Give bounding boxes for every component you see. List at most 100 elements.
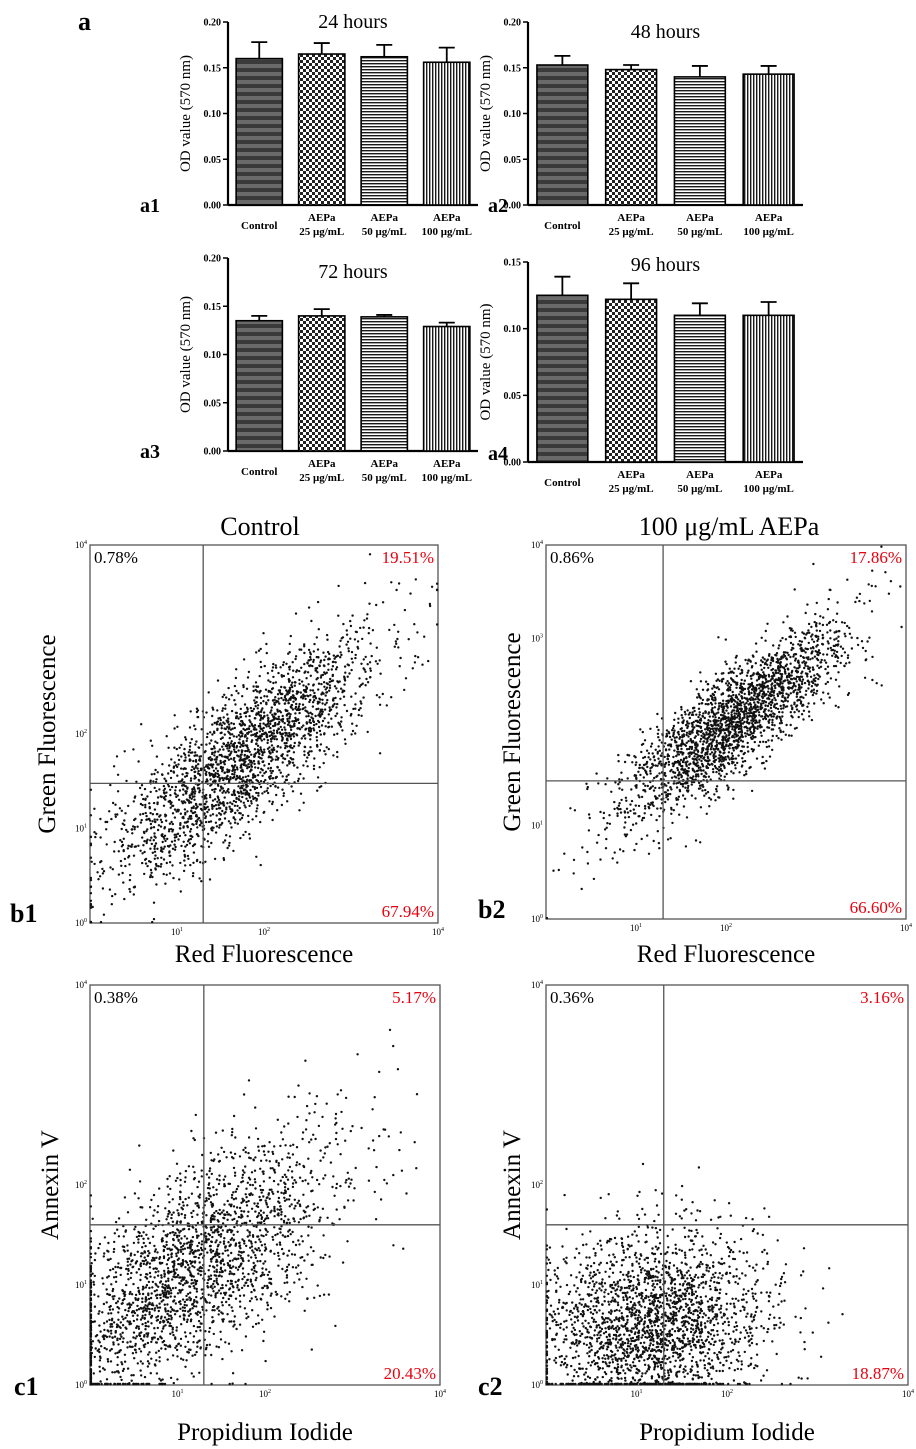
data-point: [676, 747, 680, 751]
data-point: [289, 746, 292, 749]
data-point: [101, 887, 105, 890]
data-point: [309, 689, 312, 692]
data-point: [294, 612, 298, 615]
data-point: [249, 768, 253, 771]
data-point: [196, 826, 199, 829]
data-point: [792, 647, 795, 650]
data-point: [300, 680, 304, 683]
x-category-label: 25 μg/mL: [299, 472, 344, 484]
data-point: [363, 619, 366, 622]
data-point: [227, 698, 231, 701]
data-point: [194, 770, 197, 773]
data-point: [802, 656, 805, 659]
data-point: [680, 708, 683, 711]
data-point: [290, 683, 293, 687]
data-point: [242, 740, 245, 743]
data-point: [328, 689, 331, 692]
data-point: [211, 706, 214, 709]
data-point: [776, 661, 780, 664]
data-point: [233, 821, 237, 824]
data-point: [255, 855, 258, 858]
data-point: [129, 873, 132, 877]
data-point: [306, 661, 309, 664]
data-point: [228, 841, 231, 845]
data-point: [795, 708, 799, 711]
chart-title: Control: [220, 512, 299, 541]
data-point: [277, 697, 280, 700]
data-point: [586, 862, 590, 865]
data-point: [733, 712, 736, 715]
data-point: [223, 693, 226, 696]
data-point: [699, 697, 702, 700]
data-point: [837, 640, 840, 643]
data-point: [143, 858, 147, 861]
data-point: [677, 717, 680, 720]
data-point: [189, 710, 192, 713]
data-point: [302, 689, 306, 692]
data-point: [259, 771, 262, 774]
data-point: [812, 562, 815, 566]
data-point: [333, 657, 336, 660]
data-point: [211, 747, 214, 751]
data-point: [199, 819, 202, 822]
data-point: [274, 696, 277, 699]
data-point: [200, 728, 203, 731]
data-point: [780, 738, 783, 741]
data-point: [738, 713, 742, 716]
data-point: [293, 720, 296, 723]
data-point: [664, 800, 667, 804]
data-point: [706, 689, 709, 692]
data-point: [666, 838, 670, 841]
data-point: [618, 787, 621, 790]
data-point: [776, 657, 779, 661]
data-point: [856, 643, 860, 647]
data-point: [775, 652, 779, 655]
data-point: [178, 878, 181, 881]
data-point: [243, 703, 247, 706]
data-point: [265, 695, 269, 698]
data-point: [254, 717, 257, 720]
data-point: [189, 777, 193, 780]
data-point: [761, 696, 765, 700]
data-point: [650, 742, 654, 745]
data-point: [219, 813, 222, 816]
data-point: [285, 775, 288, 778]
data-point: [216, 800, 219, 803]
data-point: [186, 826, 189, 829]
data-point: [647, 805, 650, 809]
data-point: [247, 731, 251, 734]
data-point: [222, 748, 225, 751]
data-point: [414, 654, 417, 658]
x-category-label: 100 μg/mL: [421, 226, 472, 238]
data-point: [151, 744, 154, 747]
data-point: [734, 757, 738, 760]
data-point: [713, 685, 716, 689]
data-point: [194, 743, 197, 746]
data-point: [164, 839, 167, 843]
data-point: [117, 850, 121, 853]
data-point: [241, 1176, 244, 1179]
data-point: [638, 763, 641, 767]
data-point: [375, 646, 378, 649]
data-point: [239, 800, 243, 803]
data-point: [757, 711, 761, 714]
data-point: [760, 704, 763, 707]
data-point: [89, 892, 93, 895]
data-point: [269, 680, 272, 684]
data-point: [734, 764, 737, 767]
data-point: [221, 707, 225, 710]
data-point: [747, 693, 751, 696]
data-point: [268, 730, 271, 734]
data-point: [110, 903, 114, 906]
data-point: [685, 748, 689, 751]
data-point: [741, 718, 744, 722]
data-point: [271, 769, 274, 773]
quadrant-upper-left: 0.86%: [550, 548, 594, 567]
data-point: [317, 656, 320, 659]
data-point: [259, 714, 262, 717]
data-point: [309, 738, 312, 741]
data-point: [271, 800, 274, 804]
data-point: [282, 698, 285, 702]
data-point: [291, 746, 294, 750]
data-point: [284, 744, 287, 747]
